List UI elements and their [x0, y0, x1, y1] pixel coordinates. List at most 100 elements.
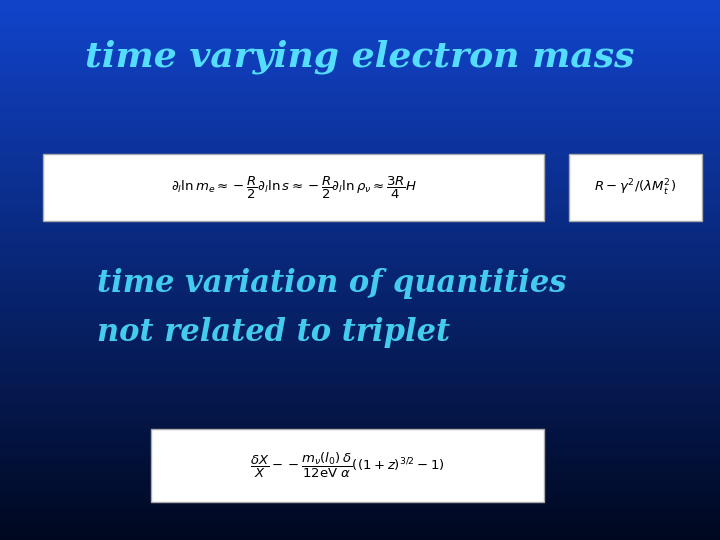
Bar	[0, 0, 720, 5]
Bar	[0, 200, 720, 205]
Bar	[0, 205, 720, 211]
Bar	[0, 162, 720, 167]
Bar	[0, 286, 720, 292]
Bar	[0, 32, 720, 38]
Bar	[0, 11, 720, 16]
Bar	[0, 254, 720, 259]
Bar	[0, 16, 720, 22]
Bar	[0, 59, 720, 65]
Bar	[0, 335, 720, 340]
Bar	[0, 389, 720, 394]
Bar	[0, 297, 720, 302]
Text: $\dfrac{\delta X}{X} - -\dfrac{m_\nu(l_0)\,\delta}{12\mathrm{eV}\;\alpha}((1+z)^: $\dfrac{\delta X}{X} - -\dfrac{m_\nu(l_0…	[250, 451, 445, 481]
Bar	[0, 356, 720, 362]
Bar	[0, 400, 720, 405]
FancyBboxPatch shape	[569, 154, 702, 221]
Text: $R - \gamma^2/(\lambda M_t^2)$: $R - \gamma^2/(\lambda M_t^2)$	[594, 178, 677, 198]
Bar	[0, 22, 720, 27]
Bar	[0, 416, 720, 421]
Bar	[0, 464, 720, 470]
Bar	[0, 178, 720, 184]
Bar	[0, 470, 720, 475]
Bar	[0, 378, 720, 383]
Bar	[0, 486, 720, 491]
Bar	[0, 232, 720, 238]
Bar	[0, 324, 720, 329]
Bar	[0, 459, 720, 464]
Bar	[0, 135, 720, 140]
Bar	[0, 130, 720, 135]
Bar	[0, 54, 720, 59]
Text: $\partial_l \ln m_e \approx -\dfrac{R}{2}\partial_l \ln s \approx -\dfrac{R}{2}\: $\partial_l \ln m_e \approx -\dfrac{R}{2…	[171, 174, 416, 201]
Bar	[0, 173, 720, 178]
Bar	[0, 189, 720, 194]
Bar	[0, 184, 720, 189]
Bar	[0, 535, 720, 540]
Bar	[0, 124, 720, 130]
Bar	[0, 491, 720, 497]
Bar	[0, 319, 720, 324]
Bar	[0, 65, 720, 70]
Bar	[0, 243, 720, 248]
Bar	[0, 313, 720, 319]
Bar	[0, 443, 720, 448]
Bar	[0, 5, 720, 11]
Bar	[0, 346, 720, 351]
Bar	[0, 529, 720, 535]
Bar	[0, 351, 720, 356]
Text: not related to triplet: not related to triplet	[97, 316, 450, 348]
Bar	[0, 394, 720, 400]
Bar	[0, 92, 720, 97]
Bar	[0, 362, 720, 367]
Bar	[0, 157, 720, 162]
Bar	[0, 437, 720, 443]
Bar	[0, 475, 720, 481]
Bar	[0, 340, 720, 346]
Bar	[0, 113, 720, 119]
Bar	[0, 259, 720, 265]
Bar	[0, 194, 720, 200]
Bar	[0, 275, 720, 281]
Bar	[0, 103, 720, 108]
Bar	[0, 481, 720, 486]
Text: time variation of quantities: time variation of quantities	[97, 268, 567, 299]
Bar	[0, 367, 720, 373]
Bar	[0, 49, 720, 54]
Bar	[0, 216, 720, 221]
Bar	[0, 502, 720, 508]
Bar	[0, 308, 720, 313]
Bar	[0, 211, 720, 216]
Bar	[0, 119, 720, 124]
Bar	[0, 227, 720, 232]
Bar	[0, 302, 720, 308]
Bar	[0, 383, 720, 389]
Bar	[0, 167, 720, 173]
Bar	[0, 518, 720, 524]
Bar	[0, 524, 720, 529]
Bar	[0, 454, 720, 459]
Bar	[0, 70, 720, 76]
Bar	[0, 221, 720, 227]
Bar	[0, 421, 720, 427]
FancyBboxPatch shape	[43, 154, 544, 221]
Bar	[0, 427, 720, 432]
Bar	[0, 76, 720, 81]
Bar	[0, 405, 720, 410]
Bar	[0, 38, 720, 43]
Text: time varying electron mass: time varying electron mass	[85, 39, 635, 74]
Bar	[0, 97, 720, 103]
Bar	[0, 513, 720, 518]
Bar	[0, 281, 720, 286]
Bar	[0, 86, 720, 92]
Bar	[0, 43, 720, 49]
Bar	[0, 108, 720, 113]
Bar	[0, 140, 720, 146]
Bar	[0, 432, 720, 437]
Bar	[0, 151, 720, 157]
Bar	[0, 292, 720, 297]
Bar	[0, 329, 720, 335]
Bar	[0, 248, 720, 254]
Bar	[0, 410, 720, 416]
Bar	[0, 270, 720, 275]
Bar	[0, 146, 720, 151]
